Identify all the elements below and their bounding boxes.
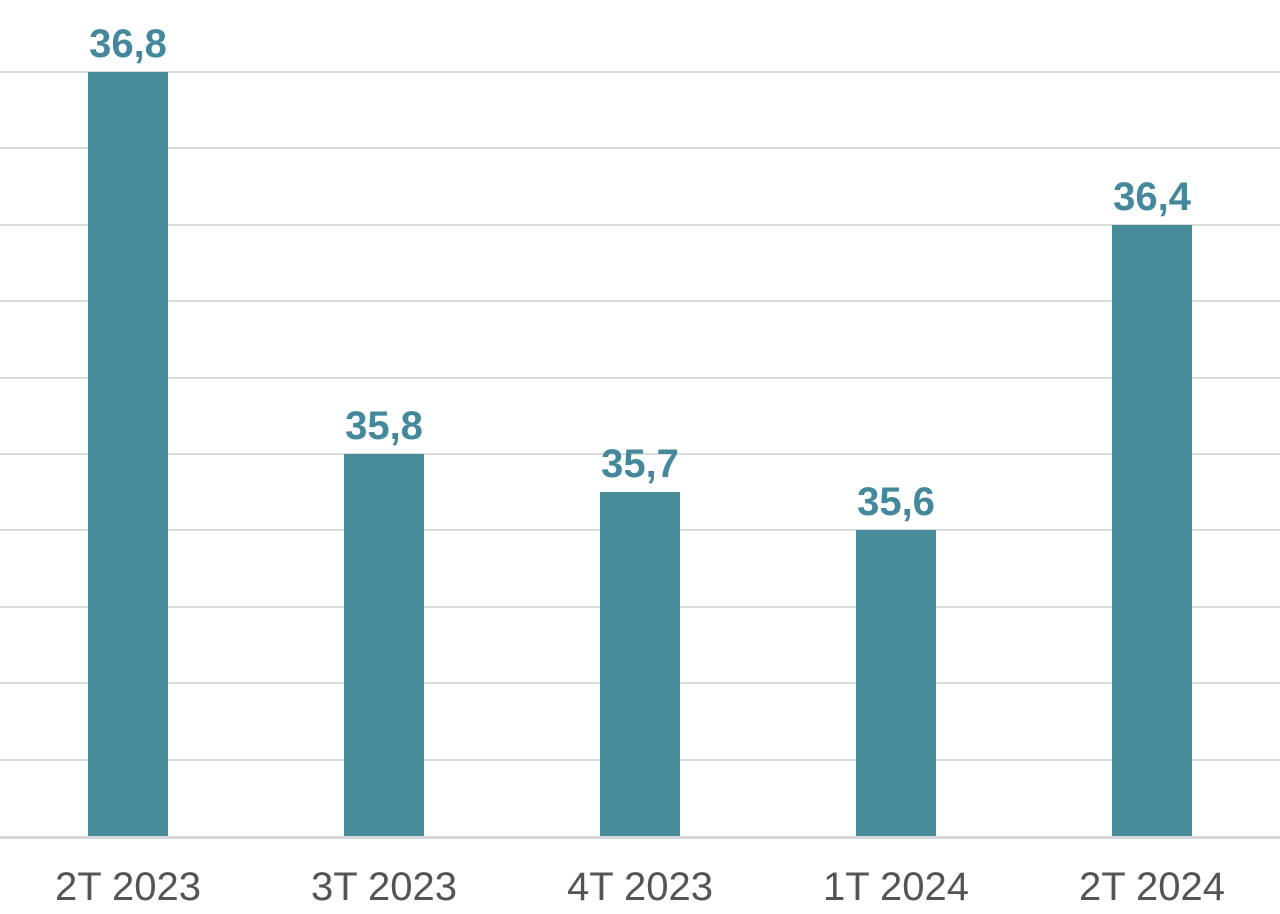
plot-area: 36,8 35,8 35,7 35,6 36,4	[0, 0, 1280, 839]
category-label: 3T 2023	[310, 865, 458, 909]
gridline	[0, 453, 1280, 455]
x-axis-baseline	[0, 836, 1280, 839]
value-label: 35,7	[601, 442, 679, 487]
bar-column: 35,8	[256, 0, 512, 836]
bar-column: 36,4	[1024, 0, 1280, 836]
bar	[856, 530, 936, 836]
bar-column: 36,8	[0, 0, 256, 836]
value-label: 35,8	[345, 404, 423, 448]
bar	[1112, 224, 1192, 836]
bar	[600, 492, 680, 836]
category-label: 2T 2023	[54, 865, 202, 909]
category-label: 4T 2023	[566, 865, 714, 909]
bar	[88, 72, 168, 836]
gridline	[0, 300, 1280, 303]
gridline	[0, 71, 1280, 73]
x-axis-labels: 2T 2023 3T 2023 4T 2023 1T 2024 2T 2024	[0, 839, 1280, 914]
bar-column: 35,6	[768, 0, 1024, 836]
value-label: 36,4	[1113, 174, 1191, 219]
category-label: 1T 2024	[822, 865, 970, 909]
value-label: 35,6	[857, 480, 935, 525]
gridline	[0, 147, 1280, 150]
category-label: 2T 2024	[1078, 865, 1226, 909]
bar-column: 35,7	[512, 0, 768, 836]
gridline	[0, 376, 1280, 379]
bar	[344, 454, 424, 836]
gridline	[0, 223, 1280, 226]
value-label: 36,8	[89, 22, 167, 66]
